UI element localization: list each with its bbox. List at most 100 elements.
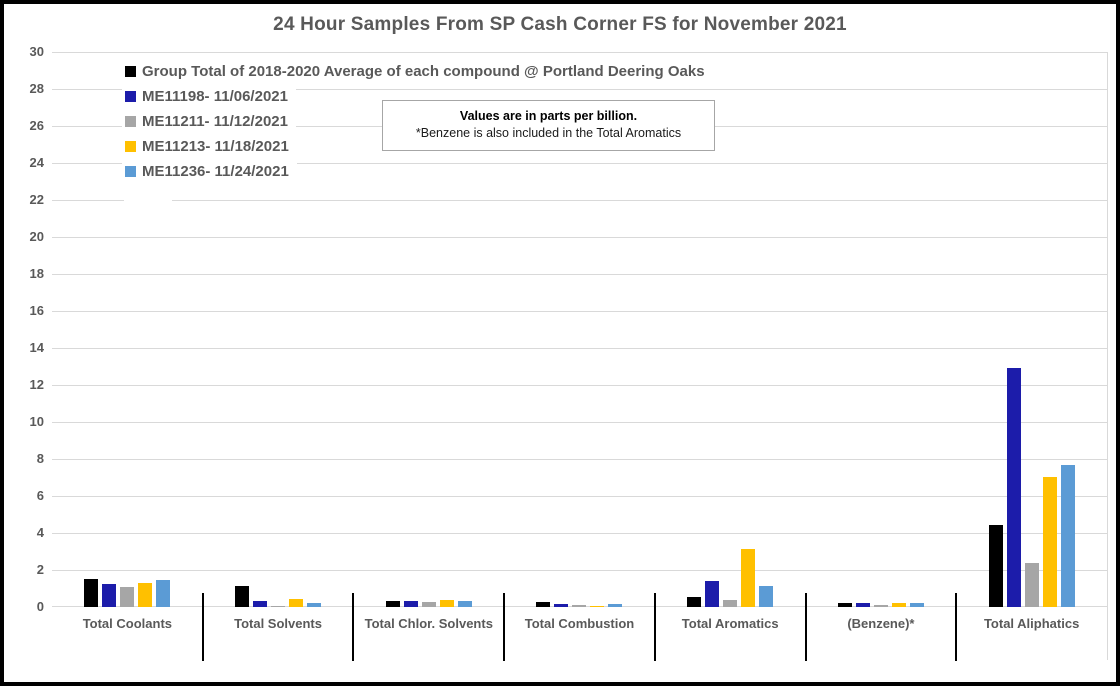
category-separator xyxy=(804,593,807,661)
bar xyxy=(457,601,472,607)
y-axis-tick-label: 24 xyxy=(29,155,44,170)
legend-swatch-icon xyxy=(125,166,136,177)
gridline xyxy=(52,422,1107,423)
y-axis-tick-label: 26 xyxy=(29,118,44,133)
bar-group xyxy=(353,52,504,607)
gridline xyxy=(52,163,1107,164)
category-separator xyxy=(955,593,958,661)
bar xyxy=(403,601,418,607)
bar xyxy=(741,548,756,607)
category-separator xyxy=(503,593,506,661)
legend-swatch-icon xyxy=(125,91,136,102)
gridline xyxy=(52,459,1107,460)
annotation-box: Values are in parts per billion. *Benzen… xyxy=(382,100,715,151)
gridline xyxy=(52,533,1107,534)
y-axis-tick-label: 0 xyxy=(36,599,44,614)
y-axis-tick-label: 18 xyxy=(29,266,44,281)
legend-label: ME11198- 11/06/2021 xyxy=(142,88,288,105)
bar xyxy=(421,602,436,607)
bar xyxy=(120,586,135,607)
bar xyxy=(988,524,1003,607)
legend-label: ME11236- 11/24/2021 xyxy=(142,163,289,180)
bar xyxy=(289,598,304,607)
y-axis-tick-label: 2 xyxy=(36,562,44,577)
bar xyxy=(705,581,720,607)
bar-group xyxy=(52,52,203,607)
bar-group xyxy=(504,52,655,607)
legend-label: Group Total of 2018-2020 Average of each… xyxy=(142,63,705,80)
y-axis-tick-label: 8 xyxy=(36,451,44,466)
bar xyxy=(554,604,569,607)
bar xyxy=(687,596,702,607)
gridline xyxy=(52,274,1107,275)
annotation-line-2: *Benzene is also included in the Total A… xyxy=(415,126,682,140)
bar xyxy=(84,579,99,607)
legend-swatch-icon xyxy=(125,116,136,127)
bar xyxy=(572,605,587,607)
bar xyxy=(909,603,924,607)
category-separator xyxy=(653,593,656,661)
gridline xyxy=(52,385,1107,386)
y-axis-tick-label: 4 xyxy=(36,525,44,540)
bar xyxy=(1006,368,1021,607)
legend-swatch-icon xyxy=(125,141,136,152)
legend-item: ME11211- 11/12/2021 xyxy=(122,109,296,134)
y-axis-tick-label: 14 xyxy=(29,340,44,355)
bar-group xyxy=(655,52,806,607)
category-label: Total Solvents xyxy=(234,616,322,631)
bar xyxy=(590,605,605,607)
y-axis-tick-label: 20 xyxy=(29,229,44,244)
y-axis-tick-label: 28 xyxy=(29,81,44,96)
bar-group xyxy=(203,52,354,607)
category-label: Total Aromatics xyxy=(681,616,779,631)
gridline xyxy=(52,496,1107,497)
category-label: (Benzene)* xyxy=(847,616,915,631)
bar xyxy=(855,603,870,607)
gridline xyxy=(52,237,1107,238)
bar xyxy=(385,600,400,607)
category-label: Total Aliphatics xyxy=(983,616,1080,631)
bar xyxy=(608,604,623,607)
y-axis-tick-label: 10 xyxy=(29,414,44,429)
legend-item: ME11198- 11/06/2021 xyxy=(122,84,296,109)
gridline xyxy=(52,200,1107,201)
legend-label: ME11213- 11/18/2021 xyxy=(142,138,289,155)
bar xyxy=(759,585,774,607)
y-axis-tick-label: 16 xyxy=(29,303,44,318)
chart-title: 24 Hour Samples From SP Cash Corner FS f… xyxy=(273,14,847,35)
bar xyxy=(307,603,322,607)
gridline xyxy=(52,348,1107,349)
bar xyxy=(837,603,852,607)
gridline xyxy=(52,570,1107,571)
legend-blank-patch xyxy=(124,200,172,214)
bar xyxy=(536,602,551,607)
y-axis-tick-label: 12 xyxy=(29,377,44,392)
bar xyxy=(138,582,153,607)
legend-item: ME11213- 11/18/2021 xyxy=(122,134,297,159)
bar xyxy=(235,585,250,607)
category-label: Total Coolants xyxy=(82,616,172,631)
gridline xyxy=(52,89,1107,90)
legend-label: ME11211- 11/12/2021 xyxy=(142,113,288,130)
category-label: Total Combustion xyxy=(524,616,635,631)
y-axis-tick-label: 6 xyxy=(36,488,44,503)
legend-item: Group Total of 2018-2020 Average of each… xyxy=(122,59,713,84)
bar xyxy=(102,583,117,607)
bar xyxy=(873,605,888,607)
gridline xyxy=(52,52,1107,53)
y-axis-tick-label: 30 xyxy=(29,44,44,59)
annotation-line-1: Values are in parts per billion. xyxy=(459,109,638,123)
legend-swatch-icon xyxy=(125,66,136,77)
bar-group xyxy=(956,52,1107,607)
bar xyxy=(891,603,906,607)
category-separator xyxy=(201,593,204,661)
bar xyxy=(271,605,286,607)
bar xyxy=(439,599,454,607)
bar xyxy=(1060,465,1075,607)
legend: Group Total of 2018-2020 Average of each… xyxy=(122,59,713,214)
category-label: Total Chlor. Solvents xyxy=(364,616,493,631)
legend-item: ME11236- 11/24/2021 xyxy=(122,159,297,184)
gridline xyxy=(52,311,1107,312)
bar-group xyxy=(806,52,957,607)
